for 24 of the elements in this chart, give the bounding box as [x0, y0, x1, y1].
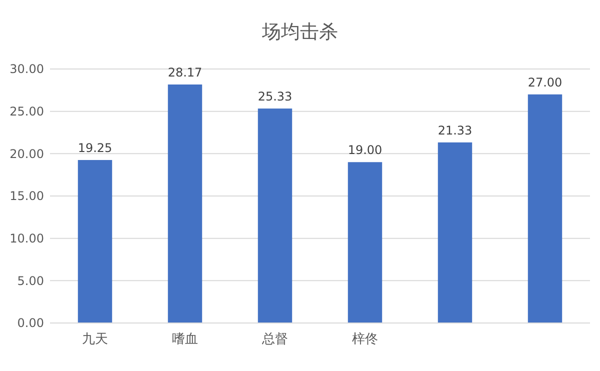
bar [168, 84, 202, 323]
y-tick-label: 15.00 [10, 189, 44, 204]
bar [78, 160, 112, 323]
y-tick-label: 10.00 [10, 232, 44, 246]
bar [528, 94, 562, 323]
data-label: 19.25 [78, 141, 112, 156]
x-tick-label: 嗜血 [172, 332, 198, 347]
x-tick-label: 总督 [261, 332, 288, 347]
data-label: 19.00 [348, 143, 382, 158]
y-tick-label: 25.00 [10, 104, 44, 119]
chart-title: 场均击杀 [261, 21, 338, 43]
x-tick-label: 梓佟 [352, 332, 378, 347]
data-label: 21.33 [438, 123, 472, 138]
data-label: 25.33 [258, 90, 292, 104]
x-tick-label: 九天 [82, 332, 108, 347]
y-tick-label: 30.00 [10, 62, 44, 76]
y-tick-label: 5.00 [17, 274, 44, 288]
bar [438, 142, 472, 323]
y-tick-label: 20.00 [10, 146, 44, 161]
data-label: 27.00 [528, 75, 562, 90]
y-tick-label: 0.00 [17, 316, 44, 330]
bar [348, 162, 382, 323]
bar [258, 108, 292, 323]
data-label: 28.17 [168, 65, 202, 80]
